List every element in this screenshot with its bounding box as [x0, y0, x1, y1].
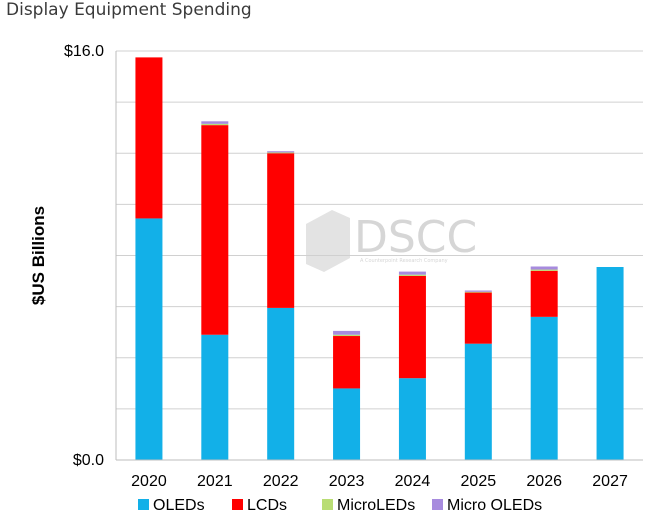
legend-swatch-microleds [322, 499, 333, 510]
bar-segment-lcds-2026 [530, 270, 558, 317]
x-tick-label-2023: 2023 [329, 473, 365, 490]
x-tick-label-2020: 2020 [131, 473, 167, 490]
page-title: Display Equipment Spending [6, 0, 252, 20]
grid [116, 50, 643, 461]
bar-segment-microleds-2023 [333, 334, 361, 337]
x-tick-label-2022: 2022 [263, 473, 299, 490]
bar-segment-micro-oleds-2021 [201, 121, 229, 124]
legend: OLEDs LCDs MicroLEDs Micro OLEDs [138, 497, 542, 514]
bar-segment-oleds-2025 [464, 343, 492, 460]
legend-swatch-micro-oleds [432, 499, 443, 510]
legend-label-lcds: LCDs [247, 497, 287, 514]
bar-segment-oleds-2024 [398, 378, 426, 460]
y-tick-labels: $0.0 $16.0 [64, 43, 104, 469]
x-tick-label-2021: 2021 [197, 473, 233, 490]
watermark-text: DSCC [354, 212, 477, 263]
bar-segment-micro-oleds-2024 [398, 271, 426, 275]
bar-segment-oleds-2022 [267, 307, 295, 460]
watermark-logo-icon [306, 210, 350, 272]
legend-label-micro-oleds: Micro OLEDs [447, 497, 542, 514]
watermark-subtext: A Counterpoint Research Company [360, 258, 448, 264]
x-tick-labels: 2020 2021 2022 2023 2024 2025 2026 2027 [131, 473, 628, 490]
chart-container: DSCC A Counterpoint Research Company $US… [0, 24, 671, 526]
bar-segment-oleds-2021 [201, 334, 229, 460]
bar-segment-oleds-2027 [596, 267, 624, 460]
y-tick-label: $16.0 [64, 43, 104, 60]
bar-segment-micro-oleds-2023 [333, 330, 361, 335]
legend-label-oleds: OLEDs [153, 497, 205, 514]
bar-segment-microleds-2022 [267, 152, 295, 154]
bar-segment-microleds-2024 [398, 274, 426, 276]
y-tick-label: $0.0 [73, 452, 104, 469]
bar-segment-lcds-2023 [333, 336, 361, 389]
bar-segment-lcds-2021 [201, 125, 229, 335]
x-tick-label-2025: 2025 [461, 473, 497, 490]
bar-segment-lcds-2024 [398, 275, 426, 379]
y-axis-label: $US Billions [29, 206, 48, 305]
bar-segment-lcds-2020 [135, 57, 163, 219]
legend-label-microleds: MicroLEDs [337, 497, 415, 514]
bar-segment-micro-oleds-2022 [267, 151, 295, 153]
axes [115, 51, 643, 461]
stacked-bar-chart: DSCC A Counterpoint Research Company $US… [29, 43, 643, 514]
x-tick-label-2026: 2026 [526, 473, 562, 490]
bar-segment-microleds-2021 [201, 123, 229, 126]
bar-segment-oleds-2023 [333, 388, 361, 460]
watermark: DSCC A Counterpoint Research Company [306, 210, 477, 272]
bar-segment-oleds-2026 [530, 316, 558, 460]
bar-segment-micro-oleds-2025 [464, 290, 492, 292]
bar-segment-microleds-2025 [464, 291, 492, 293]
x-tick-label-2027: 2027 [592, 473, 628, 490]
bar-segment-micro-oleds-2026 [530, 266, 558, 270]
bar-segment-microleds-2026 [530, 269, 558, 271]
bar-segment-lcds-2022 [267, 153, 295, 308]
bar-segment-lcds-2025 [464, 292, 492, 344]
legend-swatch-lcds [232, 499, 243, 510]
legend-swatch-oleds [138, 499, 149, 510]
x-tick-label-2024: 2024 [395, 473, 431, 490]
bars [135, 57, 624, 460]
bar-segment-oleds-2020 [135, 218, 163, 460]
